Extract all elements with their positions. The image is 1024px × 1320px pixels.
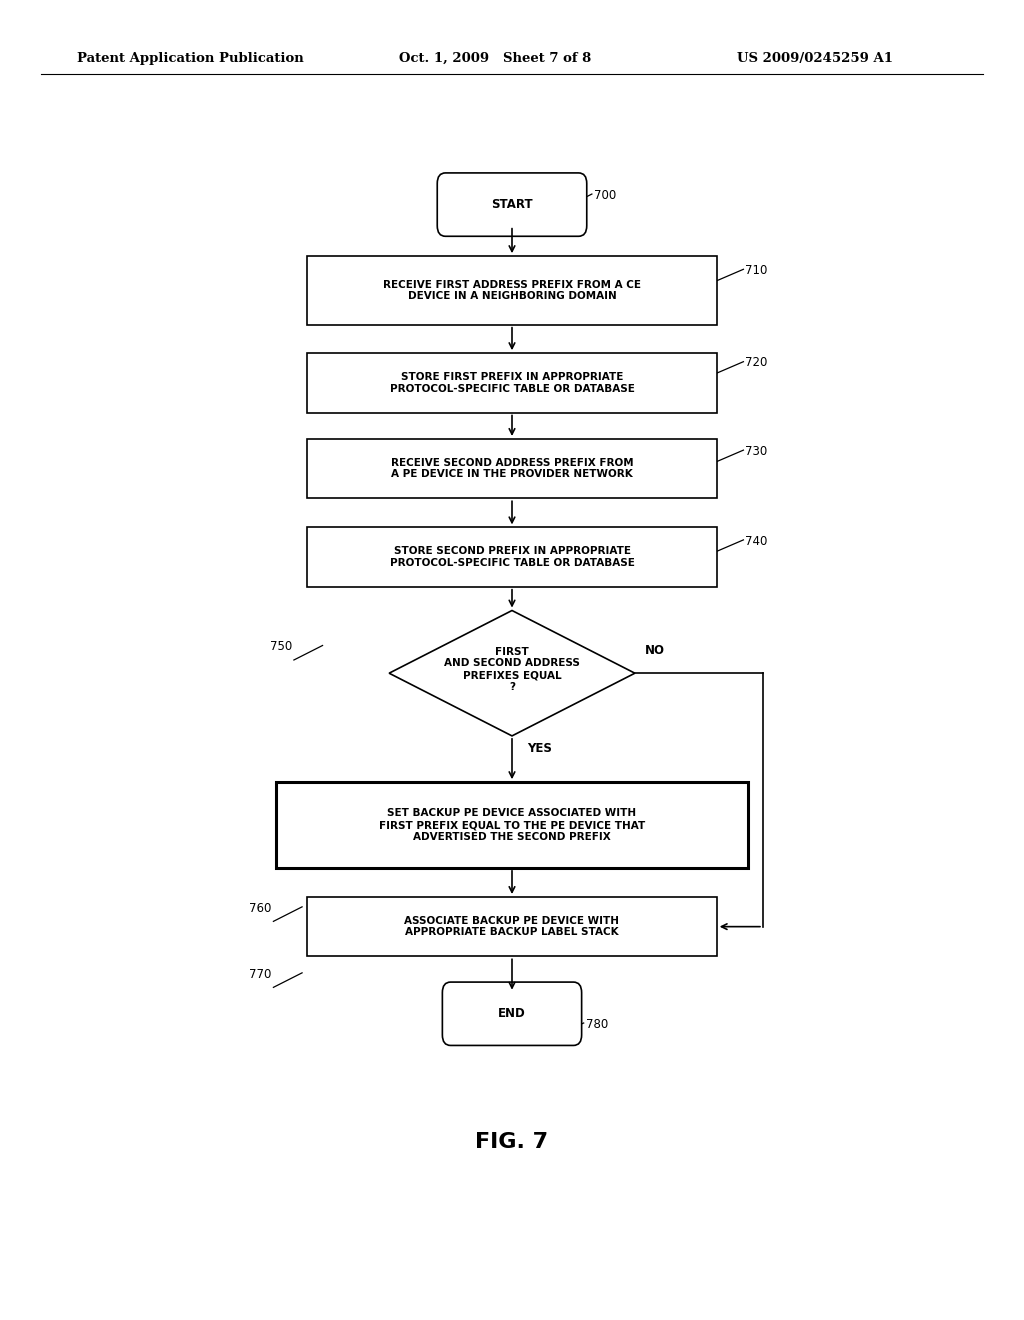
Text: YES: YES <box>527 742 552 755</box>
Text: 780: 780 <box>586 1018 608 1031</box>
Text: US 2009/0245259 A1: US 2009/0245259 A1 <box>737 51 893 65</box>
Text: 770: 770 <box>249 968 271 981</box>
FancyBboxPatch shape <box>442 982 582 1045</box>
Bar <box>307 256 717 325</box>
Text: 750: 750 <box>269 640 292 653</box>
Bar <box>307 898 717 956</box>
Text: START: START <box>492 198 532 211</box>
FancyBboxPatch shape <box>437 173 587 236</box>
Text: 700: 700 <box>594 189 616 202</box>
Text: 720: 720 <box>745 356 768 370</box>
Text: FIG. 7: FIG. 7 <box>475 1131 549 1152</box>
Text: END: END <box>498 1007 526 1020</box>
Text: STORE FIRST PREFIX IN APPROPRIATE
PROTOCOL-SPECIFIC TABLE OR DATABASE: STORE FIRST PREFIX IN APPROPRIATE PROTOC… <box>389 372 635 393</box>
Bar <box>307 527 717 586</box>
Text: 710: 710 <box>745 264 768 277</box>
Text: ASSOCIATE BACKUP PE DEVICE WITH
APPROPRIATE BACKUP LABEL STACK: ASSOCIATE BACKUP PE DEVICE WITH APPROPRI… <box>404 916 620 937</box>
Text: RECEIVE FIRST ADDRESS PREFIX FROM A CE
DEVICE IN A NEIGHBORING DOMAIN: RECEIVE FIRST ADDRESS PREFIX FROM A CE D… <box>383 280 641 301</box>
Text: 730: 730 <box>745 445 768 458</box>
Bar <box>307 438 717 498</box>
Text: Oct. 1, 2009   Sheet 7 of 8: Oct. 1, 2009 Sheet 7 of 8 <box>399 51 592 65</box>
Bar <box>307 352 717 412</box>
Bar <box>276 781 748 869</box>
Polygon shape <box>389 610 635 737</box>
Text: Patent Application Publication: Patent Application Publication <box>77 51 303 65</box>
Text: FIRST
AND SECOND ADDRESS
PREFIXES EQUAL
?: FIRST AND SECOND ADDRESS PREFIXES EQUAL … <box>444 647 580 692</box>
Text: NO: NO <box>645 644 666 657</box>
Text: RECEIVE SECOND ADDRESS PREFIX FROM
A PE DEVICE IN THE PROVIDER NETWORK: RECEIVE SECOND ADDRESS PREFIX FROM A PE … <box>391 458 633 479</box>
Text: SET BACKUP PE DEVICE ASSOCIATED WITH
FIRST PREFIX EQUAL TO THE PE DEVICE THAT
AD: SET BACKUP PE DEVICE ASSOCIATED WITH FIR… <box>379 808 645 842</box>
Text: STORE SECOND PREFIX IN APPROPRIATE
PROTOCOL-SPECIFIC TABLE OR DATABASE: STORE SECOND PREFIX IN APPROPRIATE PROTO… <box>389 546 635 568</box>
Text: 760: 760 <box>249 902 271 915</box>
Text: 740: 740 <box>745 535 768 548</box>
